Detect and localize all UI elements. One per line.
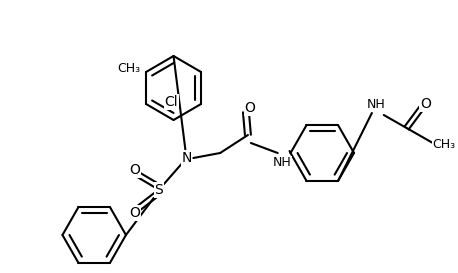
Text: CH₃: CH₃ <box>433 138 456 152</box>
Text: O: O <box>245 101 256 115</box>
Text: Cl: Cl <box>165 95 178 109</box>
Text: N: N <box>181 151 191 165</box>
Text: O: O <box>420 97 431 111</box>
Text: O: O <box>130 163 140 177</box>
Text: CH₃: CH₃ <box>118 61 141 75</box>
Text: NH: NH <box>366 99 385 111</box>
Text: O: O <box>130 206 140 220</box>
Text: NH: NH <box>272 156 291 170</box>
Text: S: S <box>154 183 163 197</box>
